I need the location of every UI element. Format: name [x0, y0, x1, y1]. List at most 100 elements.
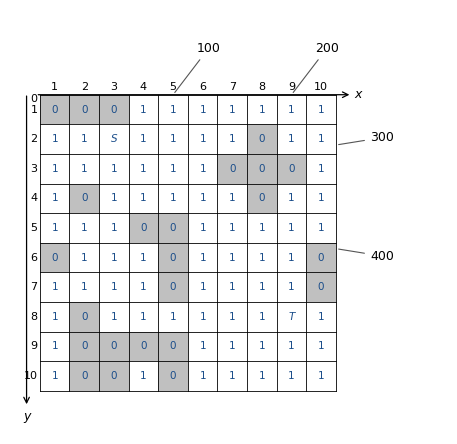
Text: 3: 3 — [31, 164, 37, 174]
Text: 1: 1 — [140, 134, 147, 144]
Text: 1: 1 — [199, 164, 206, 174]
Bar — [306, 243, 336, 272]
Bar — [129, 332, 158, 361]
Text: 1: 1 — [111, 164, 117, 174]
Text: 10: 10 — [23, 371, 37, 381]
Bar — [158, 243, 188, 272]
Bar — [69, 95, 99, 124]
Text: 9: 9 — [288, 82, 295, 92]
Text: 0: 0 — [81, 312, 88, 322]
Text: 1: 1 — [199, 253, 206, 262]
Text: 0: 0 — [170, 282, 176, 292]
Text: 1: 1 — [318, 104, 324, 115]
Text: 0: 0 — [288, 164, 295, 174]
Text: 0: 0 — [259, 164, 265, 174]
Bar — [218, 154, 247, 183]
Text: 1: 1 — [318, 134, 324, 144]
Text: 1: 1 — [199, 312, 206, 322]
Bar — [69, 302, 99, 332]
Text: 4: 4 — [140, 82, 147, 92]
Text: 0: 0 — [318, 253, 324, 262]
Text: 1: 1 — [229, 341, 236, 351]
Text: 1: 1 — [199, 104, 206, 115]
Text: 1: 1 — [288, 341, 295, 351]
Bar — [99, 332, 129, 361]
Text: 0: 0 — [81, 104, 88, 115]
Text: 1: 1 — [229, 282, 236, 292]
Text: 1: 1 — [288, 282, 295, 292]
Text: 1: 1 — [81, 282, 88, 292]
Text: 7: 7 — [228, 82, 236, 92]
Text: 4: 4 — [31, 193, 37, 203]
Text: 1: 1 — [288, 193, 295, 203]
Text: 0: 0 — [52, 253, 58, 262]
Text: 0: 0 — [170, 223, 176, 233]
Text: 0: 0 — [111, 371, 117, 381]
Text: 1: 1 — [170, 193, 176, 203]
Bar — [99, 361, 129, 391]
Bar — [158, 213, 188, 243]
Text: 1: 1 — [51, 371, 58, 381]
Bar — [158, 332, 188, 361]
Text: 1: 1 — [199, 193, 206, 203]
Bar — [69, 332, 99, 361]
Text: 1: 1 — [288, 253, 295, 262]
Text: 1: 1 — [81, 134, 88, 144]
Bar — [40, 243, 69, 272]
Bar — [276, 154, 306, 183]
Text: 9: 9 — [31, 341, 37, 351]
Text: 0: 0 — [259, 193, 265, 203]
Bar — [158, 272, 188, 302]
Text: 1: 1 — [140, 371, 147, 381]
Text: 0: 0 — [170, 253, 176, 262]
Text: 1: 1 — [288, 104, 295, 115]
Text: 0: 0 — [170, 371, 176, 381]
Text: 1: 1 — [259, 371, 265, 381]
Text: 1: 1 — [318, 371, 324, 381]
Text: 0: 0 — [81, 371, 88, 381]
Bar — [129, 213, 158, 243]
Text: 1: 1 — [318, 341, 324, 351]
Bar — [247, 124, 276, 154]
Text: 0: 0 — [81, 341, 88, 351]
Text: 0: 0 — [111, 341, 117, 351]
Text: 1: 1 — [229, 253, 236, 262]
Text: 1: 1 — [170, 164, 176, 174]
Text: 1: 1 — [51, 341, 58, 351]
Bar — [158, 361, 188, 391]
Text: 6: 6 — [31, 253, 37, 262]
Text: 0: 0 — [81, 193, 88, 203]
Text: S: S — [111, 134, 117, 144]
Text: 1: 1 — [229, 312, 236, 322]
Text: 1: 1 — [318, 164, 324, 174]
Text: 1: 1 — [51, 82, 58, 92]
Text: 1: 1 — [199, 282, 206, 292]
Text: T: T — [288, 312, 295, 322]
Text: 1: 1 — [140, 312, 147, 322]
Text: 1: 1 — [51, 223, 58, 233]
Text: 1: 1 — [199, 371, 206, 381]
Text: 1: 1 — [140, 104, 147, 115]
Text: 1: 1 — [199, 134, 206, 144]
Text: 0: 0 — [259, 134, 265, 144]
Text: 2: 2 — [31, 134, 37, 144]
Bar — [99, 95, 129, 124]
Text: 6: 6 — [199, 82, 206, 92]
Text: 1: 1 — [51, 164, 58, 174]
Text: 1: 1 — [81, 223, 88, 233]
Text: 1: 1 — [229, 371, 236, 381]
Text: 1: 1 — [259, 104, 265, 115]
Text: 1: 1 — [31, 104, 37, 115]
Text: x: x — [354, 88, 361, 101]
Text: 8: 8 — [31, 312, 37, 322]
Bar — [69, 183, 99, 213]
Text: 0: 0 — [170, 341, 176, 351]
Text: 1: 1 — [229, 134, 236, 144]
Text: 1: 1 — [140, 164, 147, 174]
Text: 1: 1 — [170, 104, 176, 115]
Text: 1: 1 — [259, 223, 265, 233]
Text: 1: 1 — [170, 312, 176, 322]
Text: 1: 1 — [111, 223, 117, 233]
Text: 7: 7 — [31, 282, 37, 292]
Bar — [247, 154, 276, 183]
